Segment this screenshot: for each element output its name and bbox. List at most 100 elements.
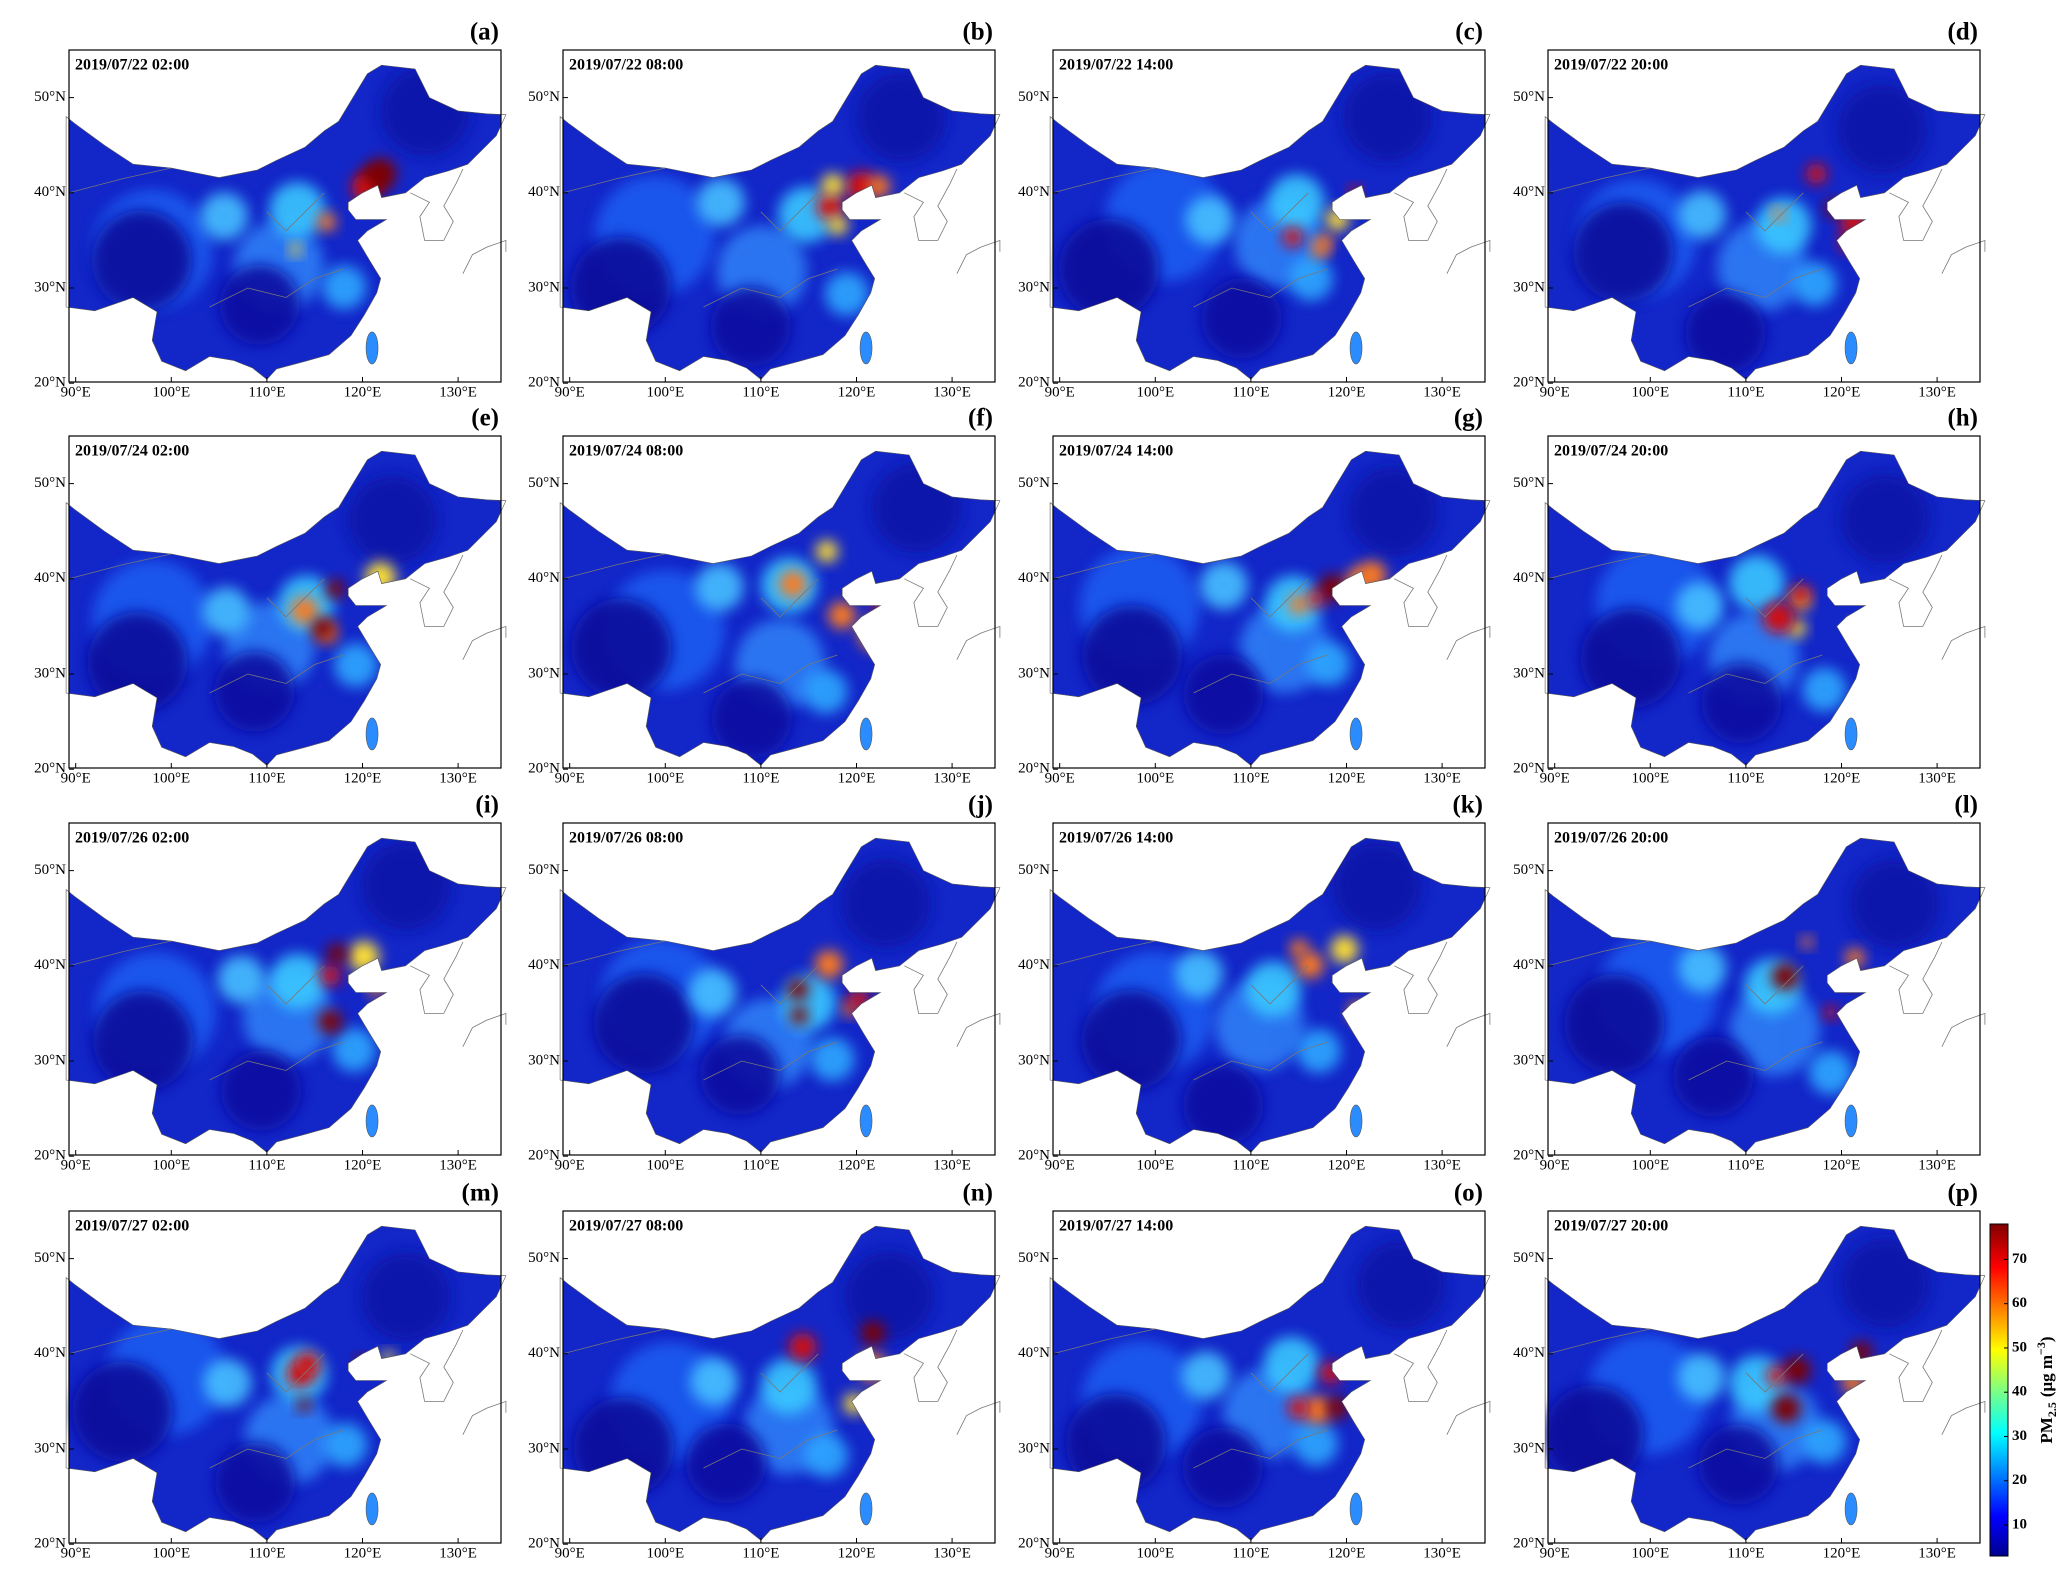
y-tick-label: 20°N <box>1513 1536 1545 1552</box>
pm-blob <box>1183 1065 1264 1146</box>
x-tick-label: 120°E <box>838 1157 876 1173</box>
y-tick-label: 30°N <box>1513 1052 1545 1068</box>
pm-blob <box>1685 292 1766 373</box>
pm-hotspot <box>821 173 845 197</box>
y-tick-label: 20°N <box>1018 375 1050 391</box>
x-tick-label: 90°E <box>1045 384 1075 400</box>
x-tick-label: 100°E <box>1136 1545 1174 1561</box>
map-panel: 90°E 100°E 110°E 120°E 130°E 20°N 30°N 40°N 50°N… <box>1018 19 1491 400</box>
panel-time: 2019/07/22 20:00 <box>1554 57 1668 74</box>
taiwan <box>859 331 873 365</box>
map-frame <box>1052 1210 1486 1544</box>
pm-blob <box>1802 667 1847 712</box>
x-tick-label: 110°E <box>742 770 779 786</box>
y-tick-label: 20°N <box>528 1536 560 1552</box>
pm-blob <box>690 1357 739 1406</box>
pm-blob <box>214 651 295 732</box>
map-panel: 90°E 100°E 110°E 120°E 130°E 20°N 30°N 40°N 50°N… <box>528 792 1001 1173</box>
y-tick-label: 40°N <box>528 1345 560 1361</box>
border-line <box>266 965 325 1005</box>
pm-blob <box>1081 989 1182 1090</box>
x-tick-label: 120°E <box>344 1157 382 1173</box>
border-line <box>1941 1400 1986 1435</box>
china-outline <box>559 837 1001 1153</box>
y-tick-label: 50°N <box>1513 475 1545 491</box>
china-outline <box>65 837 507 1153</box>
pm-blob <box>1288 256 1333 301</box>
x-tick-label: 130°E <box>933 384 971 400</box>
pm-hotspot <box>1800 936 1814 949</box>
panel-label: (b) <box>962 19 993 46</box>
panel-label: (n) <box>962 1180 993 1207</box>
pm-blob <box>1755 197 1812 254</box>
pm-blob <box>686 1423 767 1504</box>
y-tick-label: 40°N <box>34 184 66 200</box>
pm-blob <box>1677 1353 1726 1402</box>
china-outline <box>1544 837 1986 1153</box>
map-frame <box>562 49 996 383</box>
map-frame <box>1547 435 1981 769</box>
pm-blob <box>1840 1238 1931 1329</box>
border-line <box>1193 654 1328 694</box>
y-tick-label: 40°N <box>1018 957 1050 973</box>
map-panel: 90°E 100°E 110°E 120°E 130°E 20°N 30°N 40°N 50°N… <box>1018 792 1491 1173</box>
border-line <box>1745 192 1804 232</box>
pm-blob <box>1678 190 1727 239</box>
border-line <box>1446 1012 1491 1047</box>
y-tick-label: 40°N <box>1513 957 1545 973</box>
x-tick-label: 90°E <box>61 1157 91 1173</box>
pm-hotspot <box>779 570 807 598</box>
y-tick-label: 30°N <box>528 1440 560 1456</box>
border-line <box>1193 1041 1328 1081</box>
panel-time: 2019/07/22 02:00 <box>75 57 189 74</box>
border-line <box>1250 192 1309 232</box>
pm-blob <box>1306 641 1351 686</box>
pm-hotspot <box>295 1352 320 1377</box>
y-tick-label: 30°N <box>1513 1440 1545 1456</box>
pm-blob <box>760 1358 817 1415</box>
border-line <box>1745 1353 1804 1393</box>
pm-hotspot <box>1790 584 1811 605</box>
y-tick-label: 20°N <box>34 761 66 777</box>
x-tick-label: 110°E <box>742 1545 779 1561</box>
border-line <box>410 1329 464 1402</box>
y-tick-label: 30°N <box>1018 1052 1050 1068</box>
panel-time: 2019/07/26 08:00 <box>569 830 683 847</box>
pm-hotspot <box>318 1009 343 1034</box>
pm-hotspot <box>1772 1394 1801 1423</box>
map-frame <box>68 822 502 1156</box>
y-tick-label: 20°N <box>1513 761 1545 777</box>
pm-blob <box>1849 858 1940 949</box>
x-tick-label: 130°E <box>1423 384 1461 400</box>
x-tick-label: 120°E <box>344 1545 382 1561</box>
panel-time: 2019/07/24 02:00 <box>75 443 189 460</box>
x-tick-label: 110°E <box>1727 1157 1764 1173</box>
x-tick-label: 120°E <box>1823 384 1861 400</box>
y-tick-label: 30°N <box>1018 279 1050 295</box>
x-tick-label: 100°E <box>152 1545 190 1561</box>
border-line <box>1250 965 1309 1005</box>
y-tick-label: 40°N <box>34 1345 66 1361</box>
border-line <box>1688 1041 1823 1081</box>
pm-blob <box>711 678 792 759</box>
pm-hotspot <box>1771 207 1785 221</box>
panel-label: (h) <box>1947 405 1978 432</box>
x-tick-label: 130°E <box>439 384 477 400</box>
taiwan <box>365 717 379 751</box>
panel-time: 2019/07/24 14:00 <box>1059 443 1173 460</box>
border-line <box>760 578 819 618</box>
x-tick-label: 120°E <box>1823 1545 1861 1561</box>
panel-label: (i) <box>475 792 499 819</box>
map-panel: 90°E 100°E 110°E 120°E 130°E 20°N 30°N 40°N 50°N… <box>34 1180 507 1561</box>
map-panel: 90°E 100°E 110°E 120°E 130°E 20°N 30°N 40°N 50°N… <box>528 405 1001 786</box>
panel-time: 2019/07/26 02:00 <box>75 830 189 847</box>
y-tick-label: 20°N <box>1018 1536 1050 1552</box>
pm-blob <box>1185 195 1234 244</box>
panel-time: 2019/07/24 20:00 <box>1554 443 1668 460</box>
map-frame <box>1052 49 1486 383</box>
map-panel: 90°E 100°E 110°E 120°E 130°E 20°N 30°N 40°N 50°N… <box>1018 405 1491 786</box>
pm-blob <box>1840 473 1931 564</box>
x-tick-label: 90°E <box>61 384 91 400</box>
y-tick-label: 40°N <box>528 957 560 973</box>
border-line <box>1889 168 1943 241</box>
